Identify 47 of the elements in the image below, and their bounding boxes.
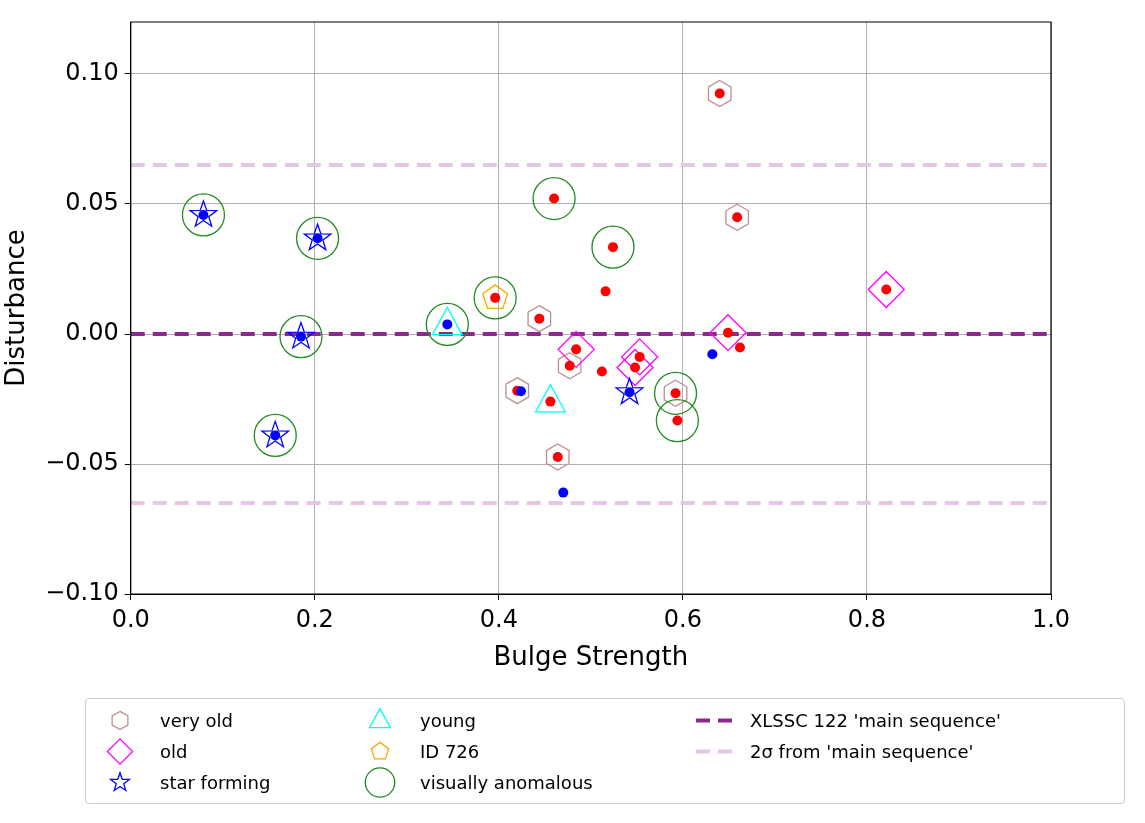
legend-label: young xyxy=(420,710,476,731)
x-tick-label: 0.8 xyxy=(847,604,887,633)
point xyxy=(621,338,659,376)
point xyxy=(505,377,530,405)
y-tick-label: 0.05 xyxy=(65,188,119,217)
y-tick-label: −0.05 xyxy=(45,448,119,477)
point xyxy=(253,413,297,458)
x-tick-label: 1.0 xyxy=(1031,604,1071,633)
x-axis-title: Bulge Strength xyxy=(493,641,689,672)
legend-label: star forming xyxy=(160,772,271,793)
legend-label: visually anomalous xyxy=(420,772,593,793)
point xyxy=(867,270,905,309)
point xyxy=(596,366,607,377)
y-tick-label: −0.10 xyxy=(45,578,119,607)
legend-label: old xyxy=(160,741,188,762)
point xyxy=(707,349,718,360)
point xyxy=(532,176,576,221)
x-tick-label: 0.4 xyxy=(479,604,518,633)
x-tick-label: 0.0 xyxy=(111,604,150,633)
point xyxy=(527,305,552,333)
point xyxy=(473,276,517,320)
point xyxy=(709,314,747,352)
x-tick-label: 0.2 xyxy=(295,604,334,633)
point xyxy=(725,203,750,231)
legend-label: 2σ from 'main sequence' xyxy=(750,741,974,762)
point xyxy=(655,398,700,443)
point xyxy=(557,352,582,380)
legend-label: ID 726 xyxy=(420,741,480,762)
y-tick-label: 0.00 xyxy=(65,318,119,347)
legend-label: very old xyxy=(160,710,233,731)
point xyxy=(279,314,323,359)
y-tick-label: 0.10 xyxy=(65,58,119,87)
point xyxy=(558,487,569,498)
legend-label: XLSSC 122 'main sequence' xyxy=(750,710,1001,731)
point xyxy=(545,443,570,471)
point xyxy=(734,342,745,353)
point xyxy=(653,371,698,415)
point xyxy=(425,302,469,347)
point xyxy=(591,225,635,269)
point xyxy=(181,193,226,237)
point xyxy=(295,216,340,260)
point xyxy=(707,79,732,108)
y-axis-title: Disturbance xyxy=(0,229,31,387)
point xyxy=(557,330,595,368)
point xyxy=(600,286,611,297)
x-tick-label: 0.6 xyxy=(663,604,702,633)
point xyxy=(616,348,654,387)
